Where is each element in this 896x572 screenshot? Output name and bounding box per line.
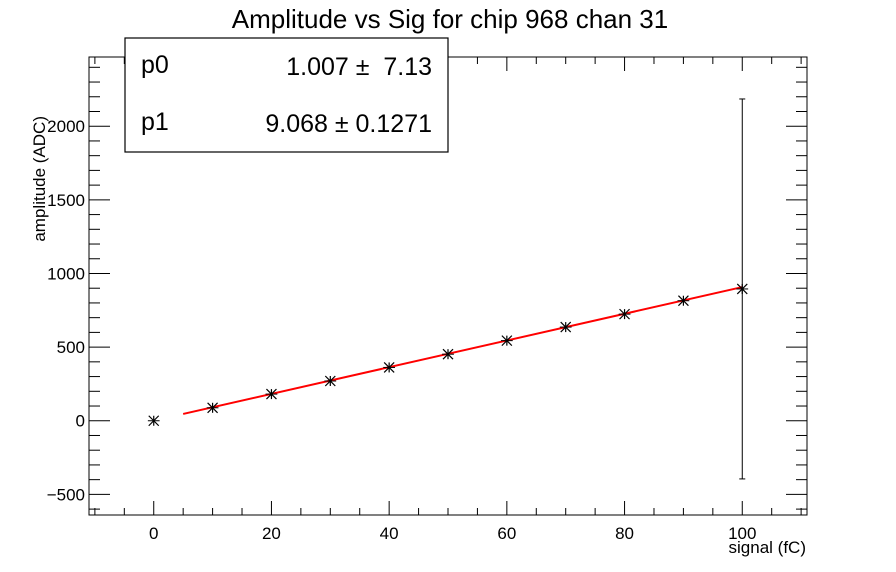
- x-tick-label: 80: [615, 524, 634, 543]
- stats-box: p0 1.007 ± 7.13 p1 9.068 ± 0.1271: [124, 37, 449, 153]
- chart-title: Amplitude vs Sig for chip 968 chan 31: [232, 4, 668, 34]
- stats-p0-value: 1.007 ± 7.13: [286, 53, 432, 81]
- x-tick-label: 100: [728, 524, 756, 543]
- data-point: [736, 98, 749, 480]
- data-point: [618, 308, 631, 320]
- x-tick-label: 0: [149, 524, 158, 543]
- x-tick-label: 40: [380, 524, 399, 543]
- data-point: [383, 362, 396, 373]
- stats-p0-name: p0: [141, 51, 169, 79]
- x-tick-label: 60: [497, 524, 516, 543]
- y-tick-label: 1500: [47, 191, 85, 210]
- data-point: [500, 335, 513, 347]
- data-point: [442, 348, 454, 360]
- stats-p1-value: 9.068 ± 0.1271: [265, 110, 432, 138]
- y-tick-label: 500: [57, 338, 85, 357]
- x-axis-label: signal (fC): [729, 538, 806, 557]
- y-tick-label: 0: [76, 412, 85, 431]
- x-tick-label: 20: [262, 524, 281, 543]
- data-point: [324, 375, 337, 387]
- y-axis-label: amplitude (ADC): [30, 116, 49, 242]
- fit-line: [182, 286, 743, 415]
- y-tick-label: −500: [47, 485, 85, 504]
- data-point: [677, 295, 690, 307]
- data-point: [559, 321, 572, 333]
- stats-p1-name: p1: [141, 108, 169, 136]
- data-point: [265, 388, 278, 400]
- axis-tick-labels: 0 20 40 60 80 100 −500 0 500 1000 1500 2000: [47, 117, 757, 543]
- y-tick-label: 2000: [47, 117, 85, 136]
- data-points: [147, 98, 749, 480]
- data-point: [147, 415, 160, 427]
- y-tick-label: 1000: [47, 264, 85, 283]
- data-point: [206, 402, 219, 414]
